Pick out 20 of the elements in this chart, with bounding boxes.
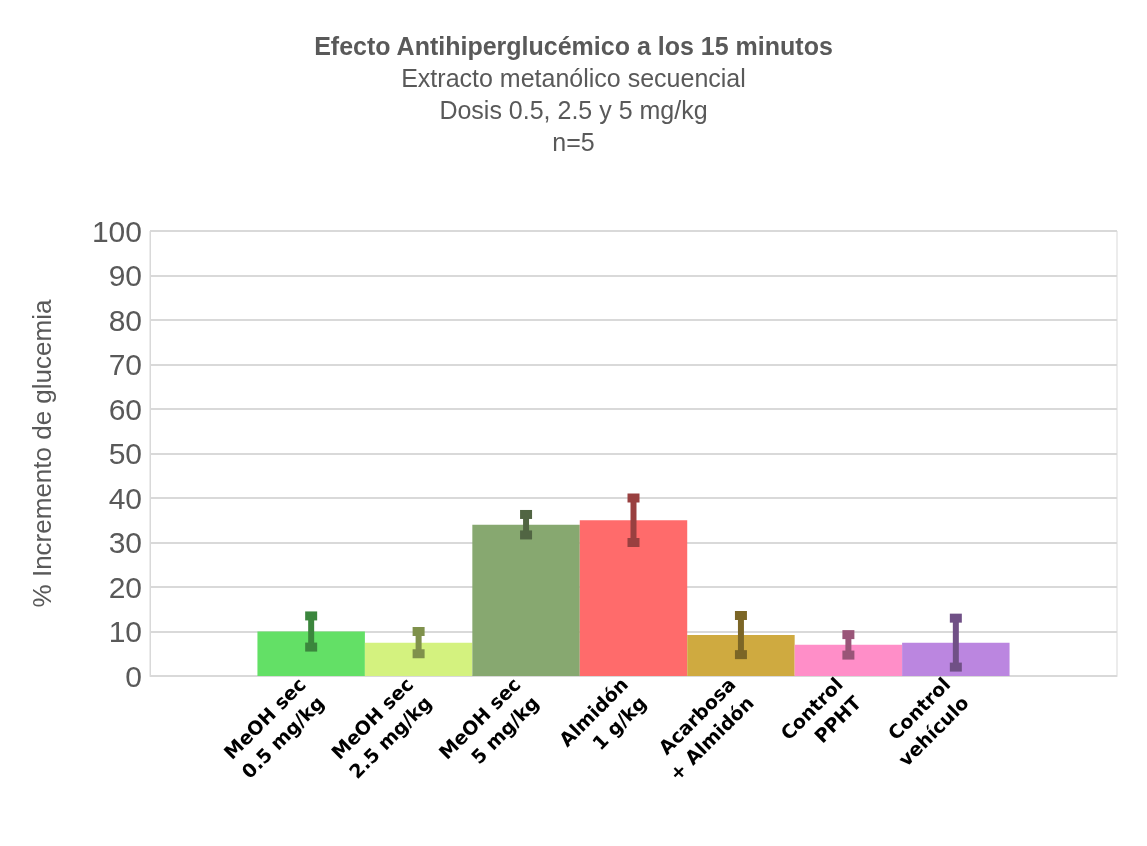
y-tick-label: 30 [108,526,142,559]
chart-subtitle: Extracto metanólico secuencial Dosis 0.5, 2.5 y 5 mg/kg n=5 [401,64,746,156]
y-tick-label: 40 [108,481,142,515]
y-tick-label: 20 [108,570,142,604]
bar [257,631,365,676]
y-tick-label: 60 [108,392,142,426]
bar [579,520,688,676]
bar [687,635,795,676]
y-tick-label: 90 [108,259,142,292]
bar [364,642,473,676]
bar [794,644,903,676]
bar [472,524,580,676]
y-tick-label: 80 [108,303,142,337]
y-axis-title: % Incremento de glucemia [27,299,57,608]
y-tick-label: 70 [108,348,142,381]
y-tick-label: 50 [108,437,142,470]
chart-title: Efecto Antihiperglucémico a los 15 minutos [314,31,833,60]
y-tick-label: 0 [125,659,142,693]
y-tick-label: 10 [108,615,142,648]
y-tick-label: 100 [91,214,142,248]
